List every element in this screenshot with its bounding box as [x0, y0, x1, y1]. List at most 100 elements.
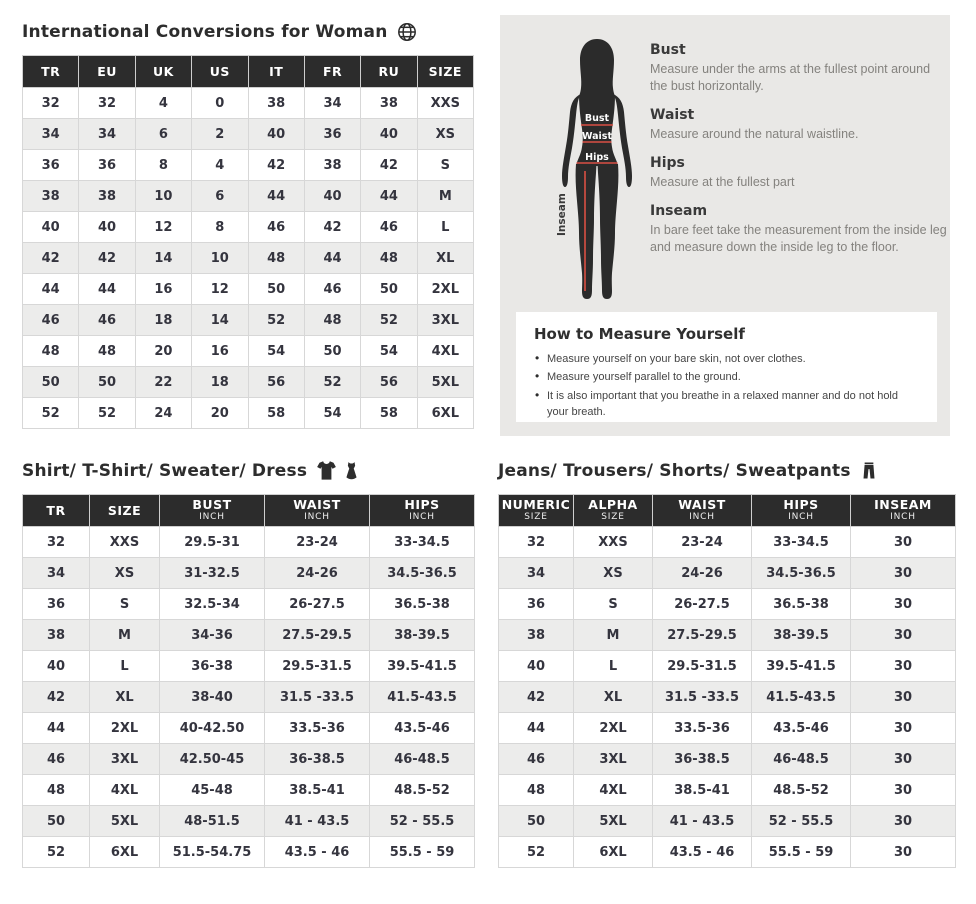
shirt-size-table: TR SIZE BUST INCH WAIST INCH HIPS INCH 32 XXS 29.5…: [22, 494, 475, 868]
table-row: 50 5XL 41 - 43.5 52 - 55.5 30: [498, 805, 956, 837]
table-cell: 16: [134, 273, 193, 305]
table-cell: 4: [191, 149, 249, 181]
table-cell: 38: [360, 87, 418, 119]
table-cell: 23-24: [264, 526, 370, 558]
table-cell: 58: [247, 397, 305, 429]
table-cell: 41.5-43.5: [751, 681, 851, 713]
tip-title: Waist: [650, 107, 695, 123]
table-row: 46 3XL 36-38.5 46-48.5 30: [498, 743, 956, 775]
table-cell: 54: [360, 335, 418, 367]
table-cell: 23-24: [652, 526, 752, 558]
how-to-measure-title: How to Measure Yourself: [534, 325, 745, 343]
table-row: 48 4XL 38.5-41 48.5-52 30: [498, 774, 956, 806]
table-cell: 38.5-41: [264, 774, 370, 806]
tip-text: Measure under the arms at the fullest po…: [650, 62, 931, 93]
table-cell: 29.5-31: [159, 526, 265, 558]
table-cell: 52: [21, 397, 80, 429]
table-cell: 38: [78, 180, 136, 212]
table-cell: 14: [134, 242, 193, 274]
table-cell: 43.5-46: [751, 712, 851, 744]
table-cell: 33.5-36: [264, 712, 370, 744]
table-row: 34 34 6 2 40 36 40 XS: [21, 118, 475, 150]
table-row: 32 XXS 29.5-31 23-24 33-34.5: [22, 526, 475, 558]
column-header: TR: [21, 55, 80, 88]
silhouette-head: [579, 39, 615, 96]
table-cell: 40: [78, 211, 136, 243]
table-row: 52 6XL 43.5 - 46 55.5 - 59 30: [498, 836, 956, 868]
column-header: UK: [134, 55, 193, 88]
section-international-conversions: International Conversions for Woman TR EU…: [21, 22, 475, 429]
how-to-measure-list: Measure yourself on your bare skin, not …: [534, 350, 919, 420]
table-cell: 36.5-38: [369, 588, 475, 620]
figure-label-hips: Hips: [585, 152, 609, 163]
table-cell: 20: [134, 335, 193, 367]
table-cell: 52: [247, 304, 305, 336]
tip-hips: Hips Measure at the fullest part: [650, 155, 948, 191]
table-row: 42 XL 38-40 31.5 -33.5 41.5-43.5: [22, 681, 475, 713]
table-cell: 30: [850, 619, 956, 651]
table-row: 50 50 22 18 56 52 56 5XL: [21, 366, 475, 398]
tip-waist: Waist Measure around the natural waistli…: [650, 107, 948, 143]
shirt-title-row: Shirt/ T-Shirt/ Sweater/ Dress: [22, 460, 474, 481]
table-cell: 46: [360, 211, 418, 243]
table-cell: 30: [850, 650, 956, 682]
table-cell: 48: [303, 304, 362, 336]
table-cell: 52 - 55.5: [751, 805, 851, 837]
tshirt-icon: [317, 461, 337, 480]
table-row: 32 32 4 0 38 34 38 XXS: [21, 87, 475, 119]
table-cell: 42: [247, 149, 305, 181]
column-header: RU: [360, 55, 418, 88]
table-cell: 32: [498, 526, 574, 558]
table-cell: 3XL: [89, 743, 160, 775]
table-cell: 8: [134, 149, 193, 181]
table-cell: 43.5 - 46: [264, 836, 370, 868]
table-cell: 5XL: [573, 805, 653, 837]
table-cell: 44: [22, 712, 90, 744]
table-cell: 44: [303, 242, 362, 274]
table-cell: 36-38.5: [652, 743, 752, 775]
table-cell: 38-39.5: [751, 619, 851, 651]
table-row: 40 40 12 8 46 42 46 L: [21, 211, 475, 243]
table-cell: 38: [498, 619, 574, 651]
table-row: 46 3XL 42.50-45 36-38.5 46-48.5: [22, 743, 475, 775]
table-cell: 38-39.5: [369, 619, 475, 651]
table-cell: 52: [78, 397, 136, 429]
table-cell: 46: [22, 743, 90, 775]
table-cell: 50: [303, 335, 362, 367]
table-cell: 54: [247, 335, 305, 367]
table-cell: 54: [303, 397, 362, 429]
table-cell: 34.5-36.5: [751, 557, 851, 589]
table-cell: 43.5 - 46: [652, 836, 752, 868]
table-cell: 4XL: [416, 335, 475, 367]
table-cell: 10: [134, 180, 193, 212]
table-cell: 48: [78, 335, 136, 367]
table-row: 48 48 20 16 54 50 54 4XL: [21, 335, 475, 367]
tip-text: Measure at the fullest part: [650, 175, 795, 189]
table-cell: 5XL: [416, 366, 475, 398]
table-cell: 46: [78, 304, 136, 336]
column-header: FR: [303, 55, 362, 88]
conversion-table: TR EU UK US IT FR RU SIZE 32 32 4 0 38 34 38 XXS 34 34 6 2 4…: [21, 55, 475, 429]
table-cell: 44: [78, 273, 136, 305]
table-cell: 8: [191, 211, 249, 243]
table-row: 46 46 18 14 52 48 52 3XL: [21, 304, 475, 336]
table-cell: 0: [191, 87, 249, 119]
table-cell: L: [416, 211, 475, 243]
table-cell: 10: [191, 242, 249, 274]
table-cell: 48: [247, 242, 305, 274]
table-cell: 55.5 - 59: [751, 836, 851, 868]
table-cell: 31.5 -33.5: [264, 681, 370, 713]
table-row: 52 52 24 20 58 54 58 6XL: [21, 397, 475, 429]
column-header: NUMERIC SIZE: [498, 494, 574, 527]
column-header: WAIST INCH: [264, 494, 370, 527]
table-cell: 30: [850, 681, 956, 713]
table-cell: 5XL: [89, 805, 160, 837]
table-row: 34 XS 31-32.5 24-26 34.5-36.5: [22, 557, 475, 589]
table-cell: 50: [498, 805, 574, 837]
table-cell: 2: [191, 118, 249, 150]
table-row: 40 L 29.5-31.5 39.5-41.5 30: [498, 650, 956, 682]
table-cell: 32: [78, 87, 136, 119]
table-cell: 50: [78, 366, 136, 398]
table-cell: 50: [21, 366, 80, 398]
